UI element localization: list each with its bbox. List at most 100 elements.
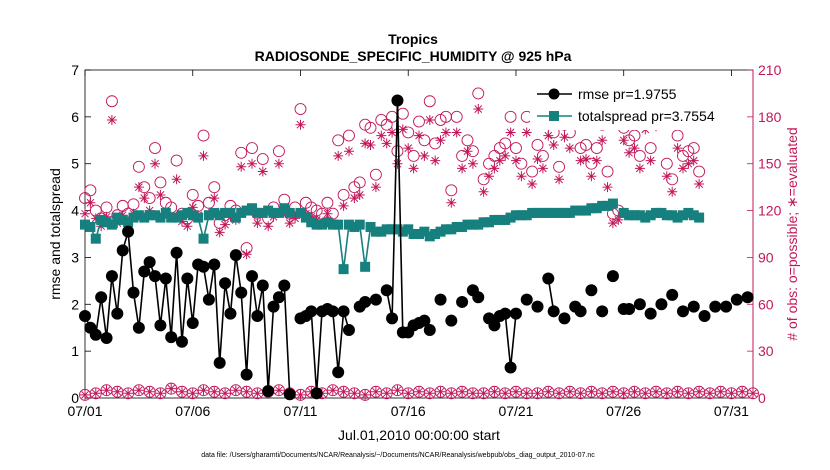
- y2-tick-label: 0: [758, 390, 766, 406]
- spread-point: [263, 205, 274, 216]
- rmse-point: [143, 256, 156, 269]
- spread-point: [187, 210, 198, 221]
- obs-evaluated-marker: [591, 155, 602, 166]
- obs-evaluated-low-marker: [327, 385, 338, 396]
- obs-evaluated-marker: [581, 154, 591, 164]
- obs-evaluated-marker: [597, 135, 608, 146]
- rmse-point: [256, 279, 269, 292]
- spread-point: [597, 200, 608, 211]
- obs-possible-marker: [105, 95, 118, 108]
- obs-evaluated-marker: [618, 135, 629, 146]
- legend-spread-label: totalspread pr=3.7554: [578, 108, 715, 124]
- obs-possible-marker: [100, 201, 113, 214]
- spread-point: [602, 200, 613, 211]
- obs-possible-marker: [423, 95, 436, 108]
- obs-possible-marker: [472, 87, 485, 100]
- obs-possible-marker: [536, 149, 549, 162]
- obs-evaluated-marker: [505, 127, 516, 138]
- spread-point: [354, 219, 365, 230]
- rmse-point: [423, 324, 436, 337]
- obs-evaluated-low-marker: [748, 388, 758, 399]
- spread-point: [688, 210, 699, 221]
- rmse-point: [698, 310, 711, 322]
- obs-possible-low-marker: [391, 384, 404, 397]
- obs-evaluated-low-marker: [618, 388, 629, 399]
- obs-possible-marker: [515, 157, 528, 170]
- rmse-point: [369, 293, 382, 306]
- obs-evaluated-low-marker: [241, 386, 252, 397]
- obs-evaluated-marker: [392, 158, 403, 169]
- obs-evaluated-marker: [365, 140, 376, 150]
- spread-point: [203, 210, 214, 221]
- obs-evaluated-marker: [629, 143, 640, 154]
- spread-point: [457, 221, 468, 232]
- obs-evaluated-marker: [500, 150, 511, 161]
- obs-possible-low-marker: [89, 387, 102, 400]
- rmse-point: [105, 270, 118, 283]
- y2-tick-label: 60: [758, 296, 774, 312]
- rmse-point: [272, 291, 285, 304]
- obs-evaluated-marker: [484, 171, 494, 182]
- obs-evaluated-low-marker: [683, 388, 694, 399]
- rmse-point: [229, 249, 242, 262]
- obs-evaluated-marker: [397, 124, 408, 135]
- y2-tick-label: 210: [758, 62, 782, 78]
- obs-evaluated-marker: [139, 193, 150, 204]
- spread-point: [182, 207, 193, 218]
- y-tick-label: 4: [71, 203, 79, 219]
- obs-possible-marker: [601, 165, 614, 178]
- obs-evaluated-marker: [511, 155, 521, 166]
- rmse-point: [138, 265, 151, 278]
- spread-point: [667, 210, 678, 221]
- obs-evaluated-marker: [338, 200, 349, 211]
- obs-evaluated-low-marker: [144, 386, 155, 397]
- spread-point: [494, 214, 505, 225]
- obs-evaluated-low-marker: [554, 388, 565, 399]
- spread-point: [128, 212, 139, 223]
- left-axis: 0 1 2 3 4 5 6 7: [71, 62, 91, 406]
- rmse-point: [520, 293, 533, 306]
- spread-point: [247, 203, 257, 214]
- obs-evaluated-marker: [424, 115, 435, 125]
- spread-point: [101, 217, 112, 228]
- obs-evaluated-marker: [306, 211, 317, 222]
- obs-evaluated-marker: [370, 182, 381, 193]
- obs-evaluated-marker: [678, 163, 688, 174]
- y2-tick-label: 90: [758, 249, 774, 265]
- obs-evaluated-marker: [133, 182, 144, 193]
- obs-possible-marker: [127, 198, 140, 211]
- rmse-point: [499, 307, 512, 320]
- spread-point: [370, 226, 381, 237]
- rmse-point: [720, 300, 733, 313]
- obs-evaluated-low-marker: [564, 386, 575, 397]
- spread-point: [112, 212, 123, 223]
- obs-evaluated-low-marker: [177, 386, 187, 397]
- obs-evaluated-marker: [624, 147, 635, 158]
- y2-tick-label: 150: [758, 156, 782, 172]
- spread-point: [500, 214, 511, 225]
- obs-evaluated-low-marker: [607, 386, 618, 397]
- spread-point: [193, 212, 204, 223]
- obs-possible-low-marker: [380, 387, 393, 400]
- x-tick-label: 07/21: [498, 403, 533, 419]
- rmse-point: [219, 277, 232, 290]
- obs-possible-marker: [391, 145, 404, 158]
- rmse-point: [730, 293, 743, 306]
- spread-point: [171, 212, 182, 223]
- spread-point: [117, 214, 128, 225]
- obs-possible-marker: [396, 107, 409, 120]
- rmse-point: [326, 305, 339, 318]
- rmse-point: [278, 279, 291, 292]
- obs-evaluated-marker: [516, 171, 527, 182]
- obs-evaluated-low-marker: [532, 388, 543, 399]
- spread-point: [214, 210, 225, 221]
- rmse-point: [687, 300, 700, 313]
- rmse-point: [380, 284, 393, 297]
- spread-point: [419, 226, 430, 237]
- obs-evaluated-low-marker: [511, 386, 521, 397]
- spread-point: [295, 207, 306, 218]
- y-axis-label: rmse and totalspread: [47, 168, 63, 300]
- legend: rmse pr=1.9755 totalspread pr=3.7554: [530, 80, 740, 130]
- spread-point: [338, 264, 349, 275]
